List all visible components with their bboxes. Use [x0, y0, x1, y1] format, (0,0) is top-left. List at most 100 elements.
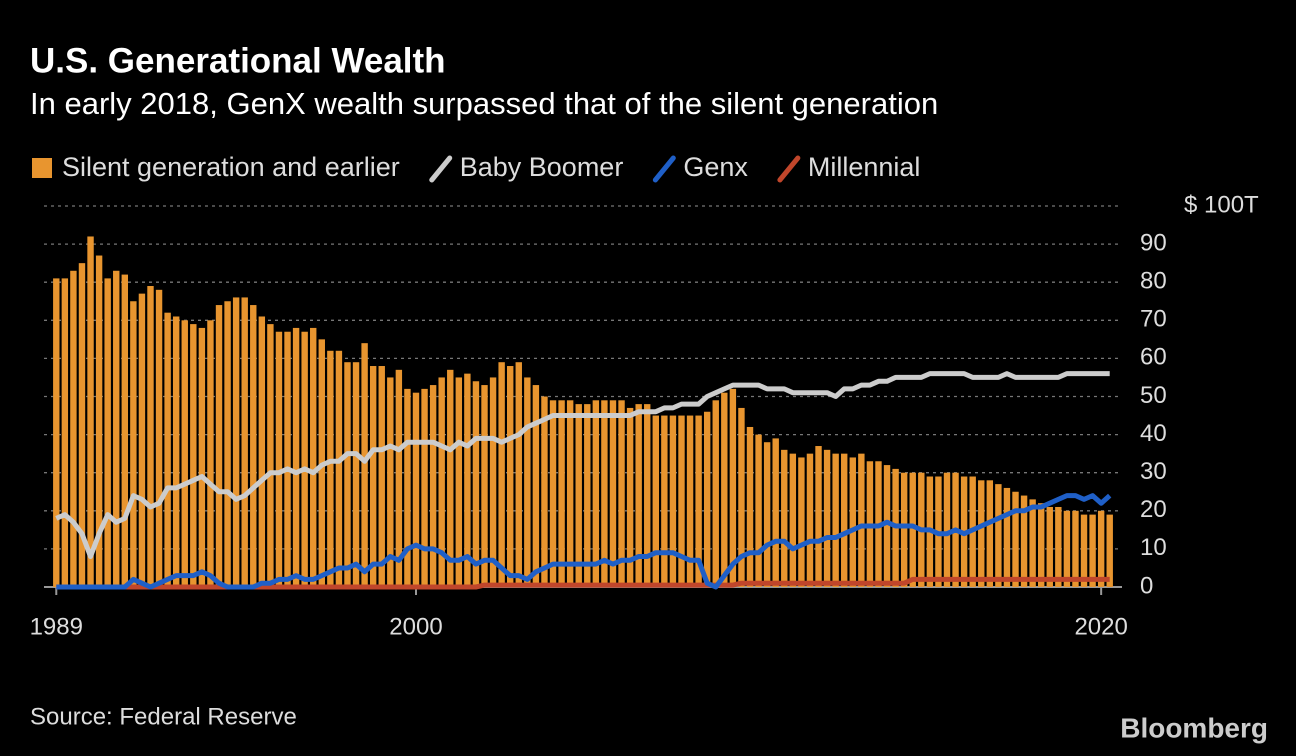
- bar: [95, 255, 103, 587]
- bar: [721, 392, 728, 587]
- bar: [429, 385, 437, 587]
- legend-swatch: [777, 155, 801, 183]
- bar: [532, 385, 540, 587]
- bar: [661, 415, 668, 587]
- bar: [292, 327, 300, 587]
- bar: [387, 377, 394, 587]
- bar: [592, 400, 600, 587]
- bar: [746, 426, 754, 587]
- bar: [669, 415, 677, 587]
- bar: [104, 278, 111, 587]
- bar: [198, 327, 206, 587]
- bar: [472, 381, 480, 587]
- bar: [498, 362, 505, 587]
- bar: [224, 301, 231, 587]
- bar: [738, 407, 745, 587]
- bar: [207, 320, 214, 587]
- chart-title: U.S. Generational Wealth: [30, 41, 446, 80]
- bar: [549, 400, 557, 587]
- bar: [695, 415, 702, 587]
- bar: [858, 453, 865, 587]
- bar: [378, 366, 385, 587]
- bar: [489, 377, 497, 587]
- bar: [806, 453, 814, 587]
- x-tick-label: 2020: [1074, 613, 1127, 640]
- bar: [566, 400, 574, 587]
- bar: [438, 377, 445, 587]
- y-tick-label: $ 100T: [1184, 191, 1259, 218]
- bar: [181, 320, 188, 587]
- bar: [138, 293, 146, 587]
- bar: [798, 457, 805, 587]
- y-tick-label: 40: [1140, 420, 1167, 447]
- legend-swatch: [652, 155, 676, 183]
- y-tick-label: 60: [1140, 344, 1167, 371]
- bar: [626, 407, 634, 587]
- y-tick-label: 30: [1140, 458, 1167, 485]
- bar: [832, 453, 839, 587]
- bar: [909, 472, 916, 587]
- bar: [361, 343, 368, 587]
- bar: [507, 366, 514, 587]
- bar: [87, 236, 94, 588]
- bar: [1097, 510, 1105, 587]
- bar: [464, 373, 471, 587]
- bar: [53, 278, 60, 587]
- bar: [618, 400, 625, 587]
- bar: [155, 289, 163, 587]
- bar: [575, 404, 582, 587]
- bar: [455, 377, 463, 587]
- bar: [1106, 514, 1113, 587]
- bar: [232, 297, 240, 587]
- bar: [1063, 510, 1071, 587]
- y-tick-label: 80: [1140, 268, 1167, 295]
- bar: [652, 415, 659, 587]
- y-tick-label: 70: [1140, 306, 1167, 333]
- bar: [369, 366, 377, 587]
- bar: [61, 278, 69, 587]
- legend: Silent generation and earlier Baby Boomer…: [32, 152, 921, 183]
- bar: [781, 449, 788, 587]
- x-tick-label: 1989: [30, 613, 83, 640]
- bar: [541, 396, 548, 587]
- y-tick-label: 20: [1140, 496, 1167, 523]
- bar: [1080, 514, 1088, 587]
- bar: [729, 388, 737, 587]
- bar: [558, 400, 565, 587]
- bar: [644, 404, 651, 587]
- bar: [164, 312, 171, 587]
- bar: [772, 438, 779, 587]
- bar: [515, 362, 522, 587]
- bar: [70, 270, 77, 587]
- y-tick-label: 50: [1140, 382, 1167, 409]
- bar: [481, 385, 488, 587]
- bar: [1012, 491, 1019, 587]
- legend-label: Baby Boomer: [460, 152, 624, 182]
- bar: [344, 362, 351, 587]
- bar: [352, 362, 360, 587]
- bar: [1046, 506, 1053, 587]
- bar: [395, 369, 403, 587]
- bar: [1003, 487, 1011, 587]
- bar: [789, 453, 797, 587]
- bar: [335, 350, 343, 587]
- bar: [584, 404, 591, 587]
- bar: [121, 274, 128, 587]
- bar: [275, 331, 283, 587]
- bar: [1029, 499, 1036, 587]
- bar: [849, 457, 856, 587]
- bar: [1055, 506, 1062, 587]
- legend-label: Silent generation and earlier: [62, 152, 400, 182]
- bar: [421, 388, 428, 587]
- bar: [250, 305, 257, 587]
- x-tick-label: 2000: [389, 613, 442, 640]
- bar: [755, 434, 762, 587]
- bar: [1072, 510, 1079, 587]
- bar: [113, 270, 120, 587]
- y-tick-label: 10: [1140, 534, 1167, 561]
- bar: [524, 377, 531, 587]
- bar: [635, 404, 642, 587]
- bar: [601, 400, 608, 587]
- legend-label: Millennial: [808, 152, 921, 182]
- bar: [900, 472, 908, 587]
